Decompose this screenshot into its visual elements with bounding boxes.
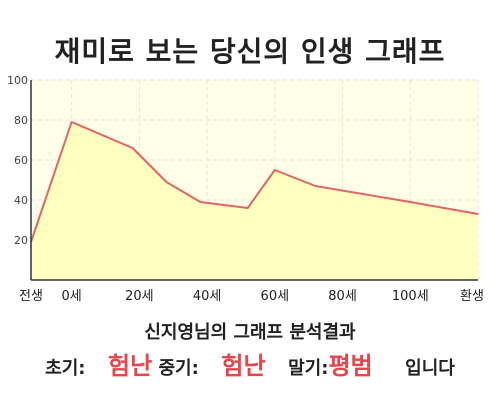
- early-label: 초기:: [45, 358, 86, 379]
- y-tick-label: 100: [7, 74, 28, 87]
- early-value: 험난: [108, 352, 153, 380]
- analysis-title: 신지영님의 그래프 분석결과: [144, 322, 356, 343]
- x-tick-label: 100세: [392, 289, 429, 304]
- x-tick-label: 환생: [460, 289, 484, 304]
- series-area: [31, 122, 478, 280]
- x-tick-label: 0세: [62, 289, 82, 304]
- y-tick-label: 20: [14, 234, 28, 247]
- y-tick-label: 80: [14, 114, 28, 127]
- middle-label: 중기:: [158, 358, 199, 379]
- x-tick-label: 60세: [261, 289, 290, 304]
- x-tick-label: 40세: [193, 289, 222, 304]
- late-label: 말기:: [288, 358, 329, 379]
- x-tick-label: 80세: [328, 289, 357, 304]
- chart-title: 재미로 보는 당신의 인생 그래프: [54, 35, 446, 68]
- y-tick-label: 40: [14, 194, 28, 207]
- middle-value: 험난: [221, 352, 266, 380]
- x-tick-label: 전생: [19, 289, 43, 304]
- series-line: [30, 121, 479, 243]
- analysis-result: 초기: 험난 중기: 험난 말기:평범 입니다: [0, 346, 500, 381]
- late-value: 평범: [328, 352, 373, 380]
- x-tick-label: 20세: [125, 289, 154, 304]
- y-tick-label: 60: [14, 154, 28, 167]
- ending-text: 입니다: [405, 358, 455, 379]
